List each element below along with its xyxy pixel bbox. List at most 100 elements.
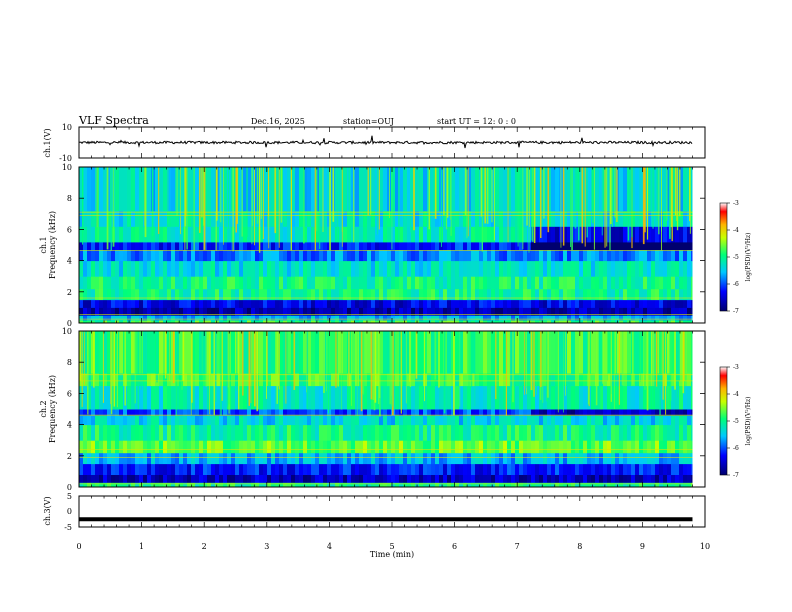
spectrogram-cell [643, 249, 648, 262]
spectrogram-cell [539, 463, 544, 475]
spectrogram-cell [371, 482, 376, 488]
spectrogram-cell [339, 299, 344, 308]
spectrogram-cell [331, 331, 336, 374]
spectrogram-cell [503, 482, 508, 488]
spectrogram-cell [83, 452, 88, 465]
spectrogram-cell [307, 440, 312, 454]
spectrogram-cell [295, 463, 300, 475]
spectrogram-cell [91, 440, 96, 454]
spectrogram-cell [383, 319, 388, 324]
spectrogram-cell [243, 482, 248, 488]
spectrogram-cell [543, 331, 548, 374]
spectrogram-cell [455, 249, 460, 262]
spectrogram-cell [223, 452, 228, 465]
spectrogram-cell [447, 424, 452, 441]
sferic-streak [533, 167, 536, 243]
spectrogram-cell [387, 415, 392, 426]
spectrogram-cell [431, 452, 436, 465]
spectrogram-cell [163, 299, 168, 308]
spectrogram-cell [535, 482, 540, 488]
spectrogram-cell [271, 482, 276, 488]
spectrogram-cell [179, 331, 184, 374]
spectrogram-cell [247, 260, 252, 277]
sferic-streak [158, 167, 160, 234]
spectrogram-cell [419, 415, 424, 426]
spectrogram-cell [211, 241, 216, 251]
spectrogram-cell [603, 409, 608, 416]
spectrogram-cell [191, 226, 196, 243]
spectrogram-cell [351, 241, 356, 251]
spectrogram-cell [323, 373, 328, 387]
sferic-streak [531, 167, 533, 241]
spectrogram-cell [267, 319, 272, 324]
spectrogram-cell [591, 474, 596, 483]
spectrogram-cell [523, 482, 528, 488]
spectrogram-cell [359, 315, 364, 321]
spectrogram-cell [515, 307, 520, 316]
spectrogram-cell [491, 463, 496, 475]
spectrogram-cell [367, 482, 372, 488]
spectrogram-cell [619, 210, 624, 227]
sferic-streak [466, 167, 468, 239]
spectrogram-cell [587, 424, 592, 441]
spectrogram-cell [155, 307, 160, 316]
spectrogram-cell [147, 463, 152, 475]
sferic-streak [443, 167, 445, 215]
spectrogram-cell [523, 463, 528, 475]
spectrogram-cell [251, 331, 256, 374]
spectrogram-cell [647, 440, 652, 454]
spectrogram-cell [179, 440, 184, 454]
sferic-streak [370, 331, 373, 400]
spectrogram-cell [183, 319, 188, 324]
sferic-streak [267, 331, 268, 386]
sferic-streak [413, 167, 415, 231]
spectrogram-cell [663, 482, 668, 488]
spectrogram-cell [299, 226, 304, 243]
spectrogram-cell [235, 409, 240, 416]
spectrogram-cell [667, 482, 672, 488]
spectrogram-cell [227, 307, 232, 316]
spectrogram-cell [299, 241, 304, 251]
sferic-streak [378, 167, 380, 230]
spectrogram-cell [567, 424, 572, 441]
sferic-streak [671, 167, 673, 242]
spectrogram-cell [327, 385, 332, 410]
spectrogram-cell [659, 440, 664, 454]
spectrogram-cell [159, 331, 164, 374]
spectrogram-cell [479, 373, 484, 387]
spectrogram-cell [239, 315, 244, 321]
spectrogram-cell [467, 241, 472, 251]
spectrogram-cell [339, 463, 344, 475]
spectrogram-cell [287, 331, 292, 374]
spectrogram-cell [447, 474, 452, 483]
spectrogram-cell [147, 415, 152, 426]
spectrogram-cell [251, 463, 256, 475]
spectrogram-cell [231, 315, 236, 321]
spectrogram-cell [179, 249, 184, 262]
ch3-ytick-middle: 0 [67, 507, 72, 516]
no-data-region [692, 331, 705, 487]
spectrogram-cell [375, 415, 380, 426]
spectrogram-cell [527, 331, 532, 374]
spectrogram-cell [411, 299, 416, 308]
spectrogram-cell [551, 226, 556, 243]
spectrogram-cell [607, 409, 612, 416]
spectrogram-cell [539, 415, 544, 426]
spectrogram-cell [655, 415, 660, 426]
spectrogram-cell [167, 474, 172, 483]
spectrogram-cell [271, 415, 276, 426]
spectrogram-cell [491, 307, 496, 316]
spectrogram-cell [95, 440, 100, 454]
spectrogram-cell [131, 276, 136, 290]
spectrogram-cell [139, 315, 144, 321]
y-tick-label: 0 [67, 319, 72, 328]
spectrogram-cell [79, 276, 84, 290]
spectrogram-cell [251, 474, 256, 483]
spectrogram-cell [307, 331, 312, 374]
spectrogram-cell [247, 249, 252, 262]
spectrogram-cell [635, 373, 640, 387]
spectrogram-cell [303, 440, 308, 454]
spectrogram-cell [651, 288, 656, 301]
spectrogram-cell [303, 409, 308, 416]
spectrogram-cell [415, 210, 420, 227]
